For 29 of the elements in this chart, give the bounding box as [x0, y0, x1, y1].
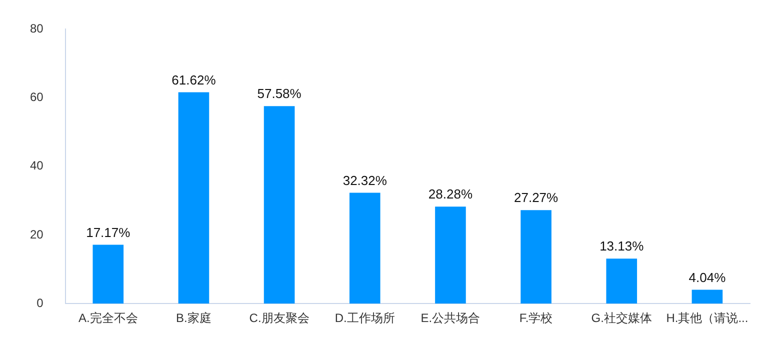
y-tick-label: 60 [30, 90, 44, 104]
bar [349, 192, 380, 304]
x-tick-label: C.朋友聚会 [249, 311, 310, 326]
x-tick-label: B.家庭 [176, 311, 212, 326]
data-label: 28.28% [428, 186, 473, 202]
bar [692, 290, 723, 304]
bar [606, 258, 638, 304]
bar [435, 206, 466, 304]
y-tick-label: 80 [30, 22, 44, 36]
data-label: 61.62% [172, 72, 216, 88]
data-label: 57.58% [257, 86, 302, 102]
y-tick-label: 20 [30, 227, 44, 242]
bar [92, 244, 124, 304]
x-tick-label: A.完全不会 [78, 311, 138, 326]
bar [264, 106, 295, 304]
data-label: 13.13% [600, 238, 644, 254]
x-tick-label: G.社交媒体 [591, 311, 652, 326]
bar [520, 210, 552, 304]
x-tick-label: H.其他（请说... [666, 311, 748, 326]
y-tick-label: 0 [36, 296, 44, 310]
x-tick-label: E.公共场合 [420, 311, 480, 326]
x-tick-label: F.学校 [519, 311, 553, 326]
data-label: 4.04% [688, 270, 726, 285]
x-tick-label: D.工作场所 [334, 311, 395, 326]
data-label: 17.17% [86, 224, 131, 240]
data-label: 32.32% [342, 172, 388, 188]
y-tick-label: 40 [30, 158, 44, 173]
data-label: 27.27% [514, 190, 559, 206]
bar [178, 92, 210, 304]
